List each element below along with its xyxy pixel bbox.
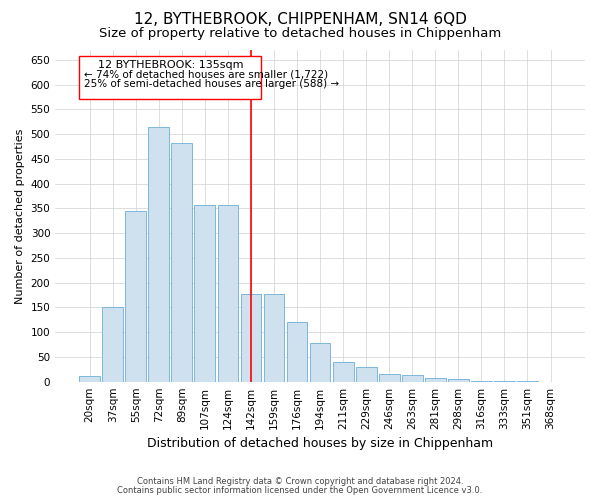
- X-axis label: Distribution of detached houses by size in Chippenham: Distribution of detached houses by size …: [147, 437, 493, 450]
- Bar: [194, 205, 215, 382]
- Text: ← 74% of detached houses are smaller (1,722): ← 74% of detached houses are smaller (1,…: [84, 70, 328, 80]
- Bar: [79, 376, 100, 382]
- Bar: [218, 205, 238, 382]
- Bar: [402, 375, 422, 382]
- Bar: [333, 362, 353, 382]
- Bar: [172, 142, 192, 382]
- Text: Size of property relative to detached houses in Chippenham: Size of property relative to detached ho…: [99, 28, 501, 40]
- Text: 12 BYTHEBROOK: 135sqm: 12 BYTHEBROOK: 135sqm: [98, 60, 243, 70]
- Text: 25% of semi-detached houses are larger (588) →: 25% of semi-detached houses are larger (…: [84, 78, 339, 88]
- Text: Contains HM Land Registry data © Crown copyright and database right 2024.: Contains HM Land Registry data © Crown c…: [137, 477, 463, 486]
- Bar: [471, 380, 492, 382]
- Bar: [287, 322, 307, 382]
- Bar: [263, 294, 284, 382]
- Y-axis label: Number of detached properties: Number of detached properties: [15, 128, 25, 304]
- Bar: [102, 308, 123, 382]
- Bar: [356, 367, 377, 382]
- Text: 12, BYTHEBROOK, CHIPPENHAM, SN14 6QD: 12, BYTHEBROOK, CHIPPENHAM, SN14 6QD: [134, 12, 466, 28]
- Bar: [425, 378, 446, 382]
- FancyBboxPatch shape: [79, 56, 262, 98]
- Bar: [310, 343, 331, 382]
- Bar: [379, 374, 400, 382]
- Bar: [448, 379, 469, 382]
- Text: Contains public sector information licensed under the Open Government Licence v3: Contains public sector information licen…: [118, 486, 482, 495]
- Bar: [241, 294, 262, 382]
- Bar: [125, 211, 146, 382]
- Bar: [148, 126, 169, 382]
